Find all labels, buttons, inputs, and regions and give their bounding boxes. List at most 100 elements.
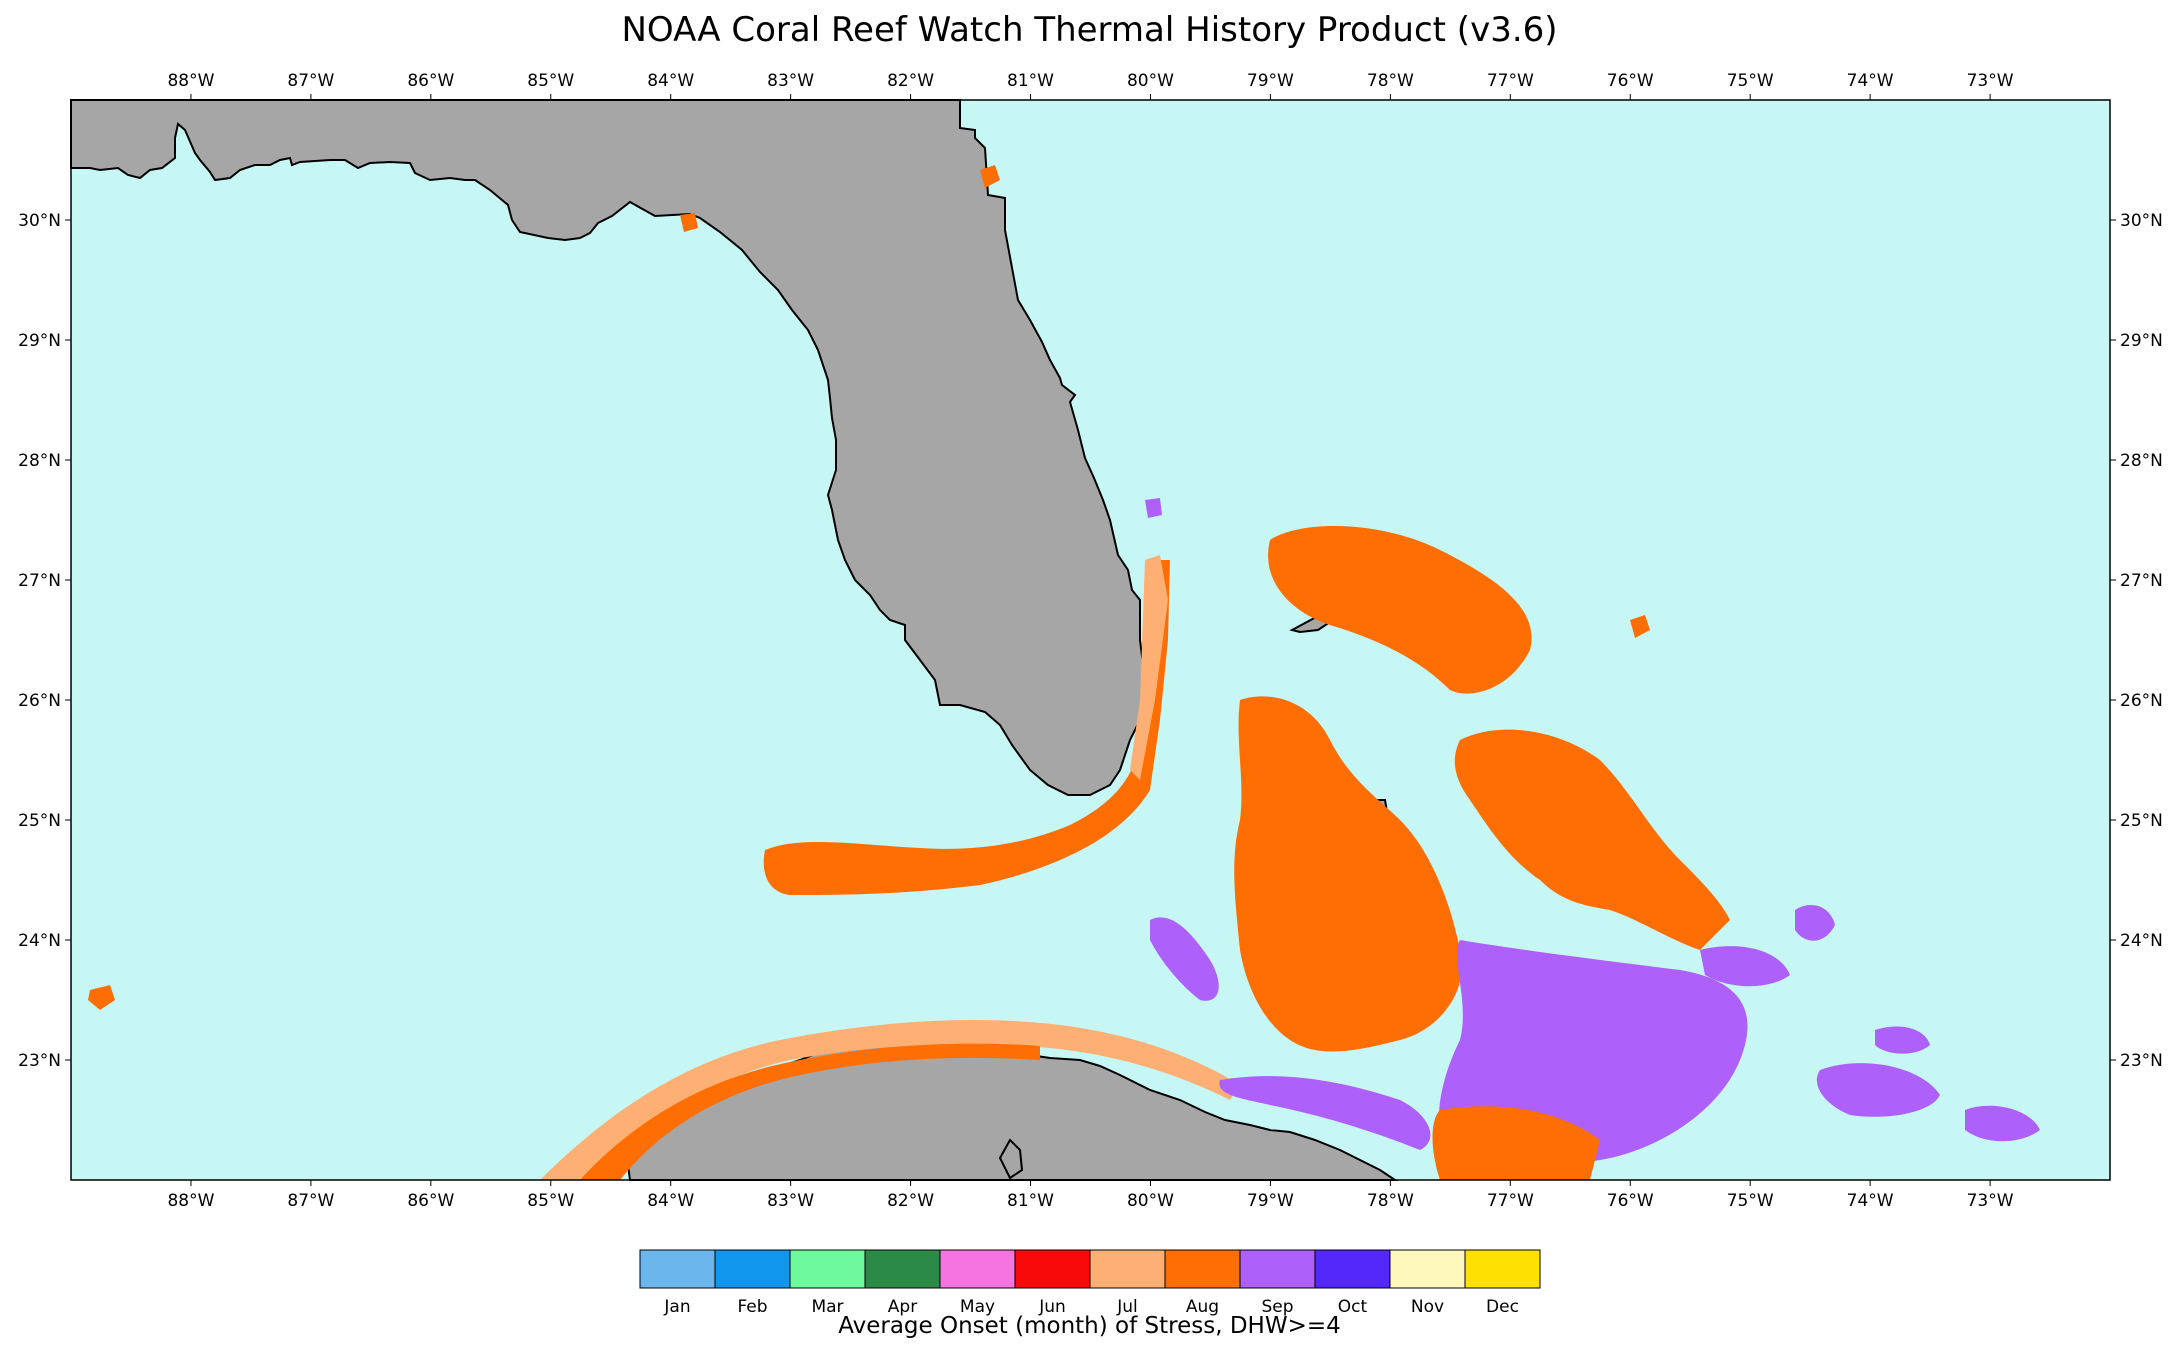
lat-tick-label: 24°N	[2120, 931, 2163, 951]
map-title: NOAA Coral Reef Watch Thermal History Pr…	[621, 10, 1558, 50]
map-border	[70, 99, 2111, 1181]
lat-tick-label: 26°N	[2120, 691, 2163, 711]
lon-tick-label: 78°W	[1367, 71, 1414, 91]
stress-region	[1454, 729, 1730, 950]
lon-tick-label: 76°W	[1607, 71, 1654, 91]
land-isle	[998, 1138, 1024, 1180]
lat-tick-label: 23°N	[2120, 1051, 2163, 1071]
lon-tick-label: 77°W	[1487, 71, 1534, 91]
lon-tick-label: 81°W	[1007, 1191, 1054, 1211]
lat-tick-label: 25°N	[18, 811, 61, 831]
land-florida	[70, 99, 1147, 796]
colorbar-month-label: Sep	[1261, 1297, 1293, 1317]
stress-region	[1432, 1106, 1600, 1180]
lat-tick-label: 27°N	[2120, 571, 2163, 591]
lon-tick-label: 80°W	[1127, 71, 1174, 91]
colorbar-swatch-jan	[639, 1249, 716, 1289]
colorbar-label: Average Onset (month) of Stress, DHW>=4	[838, 1313, 1341, 1339]
stress-region	[1965, 1105, 2040, 1142]
stress-region	[1145, 498, 1162, 518]
stress-region	[1150, 917, 1219, 1001]
lat-tick-label: 30°N	[2120, 211, 2163, 231]
stress-region	[1875, 1026, 1930, 1054]
colorbar-month-label: Nov	[1411, 1297, 1444, 1317]
lon-tick-label: 84°W	[647, 71, 694, 91]
stress-region	[1234, 696, 1462, 1052]
lon-tick-label: 86°W	[407, 71, 454, 91]
lon-tick-label: 82°W	[887, 71, 934, 91]
lon-tick-label: 81°W	[1007, 71, 1054, 91]
colorbar-swatch-oct	[1314, 1249, 1391, 1289]
colorbar-swatch-feb	[714, 1249, 791, 1289]
map-axes: 88°W 88°W 87°W 87°W 86°W 86°W 85°W 85°W 84°W 84°W…	[18, 71, 2163, 1211]
lon-tick-label: 83°W	[767, 1191, 814, 1211]
lon-tick-label: 74°W	[1847, 1191, 1894, 1211]
colorbar-swatch-apr	[864, 1249, 941, 1289]
lat-tick-label: 27°N	[18, 571, 61, 591]
colorbar-swatch-sep	[1239, 1249, 1316, 1289]
stress-region	[1268, 526, 1532, 694]
lon-tick-label: 73°W	[1967, 71, 2014, 91]
lon-tick-label: 76°W	[1607, 1191, 1654, 1211]
colorbar-swatch-jun	[1014, 1249, 1091, 1289]
lat-tick-label: 29°N	[2120, 331, 2163, 351]
lon-tick-label: 88°W	[167, 71, 214, 91]
thermal-stress-layer	[88, 165, 2040, 1180]
colorbar-swatch-may	[939, 1249, 1016, 1289]
stress-region	[540, 1020, 1240, 1180]
colorbar-swatch-jul	[1089, 1249, 1166, 1289]
lon-tick-label: 85°W	[527, 1191, 574, 1211]
lon-tick-label: 79°W	[1247, 1191, 1294, 1211]
stress-region	[1816, 1063, 1940, 1117]
stress-region	[1130, 555, 1168, 780]
colorbar-swatch-aug	[1164, 1249, 1241, 1289]
colorbar-month-label: Dec	[1486, 1297, 1519, 1317]
lon-tick-label: 87°W	[287, 1191, 334, 1211]
colorbar-month-label: May	[960, 1297, 995, 1317]
stress-region	[980, 165, 1000, 188]
lon-tick-label: 87°W	[287, 71, 334, 91]
colorbar-swatch-dec	[1464, 1249, 1541, 1289]
lon-tick-label: 83°W	[767, 71, 814, 91]
lat-tick-label: 28°N	[2120, 451, 2163, 471]
stress-region	[763, 560, 1170, 895]
colorbar-month-label: Feb	[737, 1297, 767, 1317]
stress-region	[88, 985, 115, 1010]
stress-region	[1219, 1076, 1431, 1150]
colorbar-swatch-mar	[789, 1249, 866, 1289]
lat-tick-label: 28°N	[18, 451, 61, 471]
stress-region	[580, 1043, 1040, 1180]
lat-tick-label: 24°N	[18, 931, 61, 951]
colorbar: Jan Feb Mar Apr May Jun Jul Aug Sep Oct Nov Dec	[639, 1249, 1541, 1317]
lon-tick-label: 88°W	[167, 1191, 214, 1211]
colorbar-month-label: Mar	[811, 1297, 843, 1317]
lon-tick-label: 86°W	[407, 1191, 454, 1211]
lat-tick-label: 25°N	[2120, 811, 2163, 831]
lon-tick-label: 78°W	[1367, 1191, 1414, 1211]
lat-tick-label: 23°N	[18, 1051, 61, 1071]
colorbar-month-label: Apr	[888, 1297, 917, 1317]
colorbar-month-label: Jul	[1116, 1297, 1138, 1317]
lon-tick-label: 77°W	[1487, 1191, 1534, 1211]
lon-tick-label: 80°W	[1127, 1191, 1174, 1211]
lon-tick-label: 82°W	[887, 1191, 934, 1211]
stress-region	[1795, 905, 1835, 941]
colorbar-month-label: Jun	[1038, 1297, 1066, 1317]
lat-tick-label: 30°N	[18, 211, 61, 231]
stress-region	[1700, 946, 1790, 987]
lon-tick-label: 84°W	[647, 1191, 694, 1211]
lon-tick-label: 74°W	[1847, 71, 1894, 91]
stress-region	[1630, 615, 1650, 638]
colorbar-month-label: Oct	[1338, 1297, 1368, 1317]
stress-region	[680, 213, 698, 232]
lon-tick-label: 73°W	[1967, 1191, 2014, 1211]
lon-tick-label: 85°W	[527, 71, 574, 91]
lat-tick-label: 29°N	[18, 331, 61, 351]
colorbar-swatch-nov	[1389, 1249, 1466, 1289]
lon-tick-label: 75°W	[1727, 71, 1774, 91]
lon-tick-label: 75°W	[1727, 1191, 1774, 1211]
colorbar-month-label: Jan	[663, 1297, 690, 1317]
colorbar-month-label: Aug	[1186, 1297, 1219, 1317]
lon-tick-label: 79°W	[1247, 71, 1294, 91]
